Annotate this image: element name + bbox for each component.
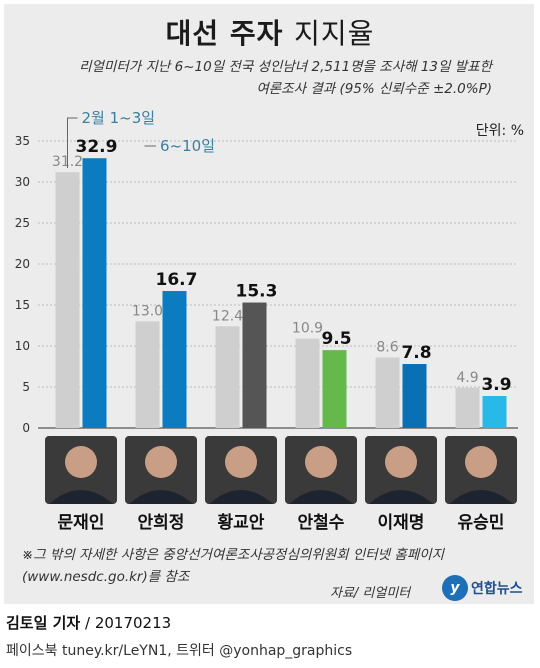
unit-label: 단위: % — [475, 123, 524, 139]
y-tick-label: 30 — [15, 175, 30, 189]
y-tick-label: 10 — [15, 339, 30, 353]
bar-previous — [375, 357, 400, 428]
legend-label-current: 6~10일 — [160, 137, 215, 155]
subtitle-line-2: 여론조사 결과 (95% 신뢰수준 ±2.0%P) — [256, 81, 492, 97]
candidate-name: 안철수 — [298, 513, 345, 533]
candidate-name: 문재인 — [58, 513, 105, 533]
bar-current — [402, 364, 427, 428]
value-label-previous: 10.9 — [292, 321, 323, 337]
candidate-photo-face — [225, 446, 257, 478]
candidate-name: 황교안 — [218, 513, 265, 533]
value-label-current: 15.3 — [236, 282, 278, 302]
bar-previous — [295, 338, 320, 428]
bar-previous — [455, 387, 480, 428]
bar-current — [162, 291, 187, 428]
source-label: 자료/ 리얼미터 — [330, 586, 411, 601]
page-title: 대선 주자 지지율 — [0, 12, 540, 52]
value-label-current: 32.9 — [76, 137, 118, 157]
byline-date: / 20170213 — [80, 614, 172, 632]
logo-text: 연합뉴스 — [471, 581, 523, 597]
footnote: ※그 밖의 자세한 사항은 중앙선거여론조사공정심의위원회 인터넷 홈페이지 (… — [22, 544, 444, 588]
footnote-line-1: ※그 밖의 자세한 사항은 중앙선거여론조사공정심의위원회 인터넷 홈페이지 — [22, 547, 445, 563]
bar-current — [322, 350, 347, 428]
value-label-current: 16.7 — [156, 270, 198, 290]
candidate-photo-face — [145, 446, 177, 478]
legend-callout-line-previous — [67, 117, 78, 168]
value-label-current: 3.9 — [481, 375, 511, 395]
y-tick-label: 0 — [22, 421, 30, 435]
value-label-previous: 13.0 — [132, 303, 163, 319]
candidate-photo-suit — [49, 490, 113, 504]
candidate-photo-face — [305, 446, 337, 478]
value-label-previous: 8.6 — [376, 339, 398, 355]
value-label-previous: 12.4 — [212, 308, 243, 324]
candidate-photo-suit — [369, 490, 433, 504]
subtitle: 리얼미터가 지난 6~10일 전국 성인남녀 2,511명을 조사해 13일 발… — [79, 56, 492, 100]
footnote-line-2: (www.nesdc.go.kr)를 참조 — [22, 569, 190, 585]
y-tick-label: 35 — [15, 134, 30, 148]
candidate-photo-suit — [129, 490, 193, 504]
candidate-photo-suit — [449, 490, 513, 504]
candidate-photo-suit — [209, 490, 273, 504]
social-links: 페이스북 tuney.kr/LeYN1, 트위터 @yonhap_graphic… — [6, 643, 353, 659]
value-label-current: 7.8 — [401, 343, 431, 363]
value-label-previous: 4.9 — [456, 370, 478, 386]
candidate-photo-face — [465, 446, 497, 478]
y-tick-label: 5 — [22, 380, 30, 394]
logo-mark-icon: y — [442, 575, 468, 601]
bar-current — [242, 302, 267, 428]
bar-previous — [55, 172, 80, 428]
byline-name: 김토일 기자 — [6, 614, 81, 632]
candidate-name: 안희정 — [138, 513, 185, 533]
yonhap-logo: y 연합뉴스 — [442, 574, 523, 602]
candidate-photo-suit — [289, 490, 353, 504]
subtitle-line-1: 리얼미터가 지난 6~10일 전국 성인남녀 2,511명을 조사해 13일 발… — [79, 59, 492, 75]
y-tick-label: 15 — [15, 298, 30, 312]
candidate-photo-face — [385, 446, 417, 478]
candidate-name: 유승민 — [458, 513, 505, 533]
bar-previous — [135, 321, 160, 428]
value-label-current: 9.5 — [321, 329, 351, 349]
bar-current — [82, 158, 107, 428]
bar-chart: 0510152025303531.232.9문재인13.016.7안희정12.4… — [15, 109, 518, 533]
candidate-name: 이재명 — [378, 513, 425, 533]
title-light: 지지율 — [294, 17, 375, 50]
candidate-photo-face — [65, 446, 97, 478]
legend-label-previous: 2월 1~3일 — [82, 109, 156, 127]
y-tick-label: 25 — [15, 216, 30, 230]
bar-previous — [215, 326, 240, 428]
bar-current — [482, 396, 507, 428]
title-bold: 대선 주자 — [165, 17, 284, 50]
y-tick-label: 20 — [15, 257, 30, 271]
byline: 김토일 기자 / 20170213 — [6, 612, 171, 633]
